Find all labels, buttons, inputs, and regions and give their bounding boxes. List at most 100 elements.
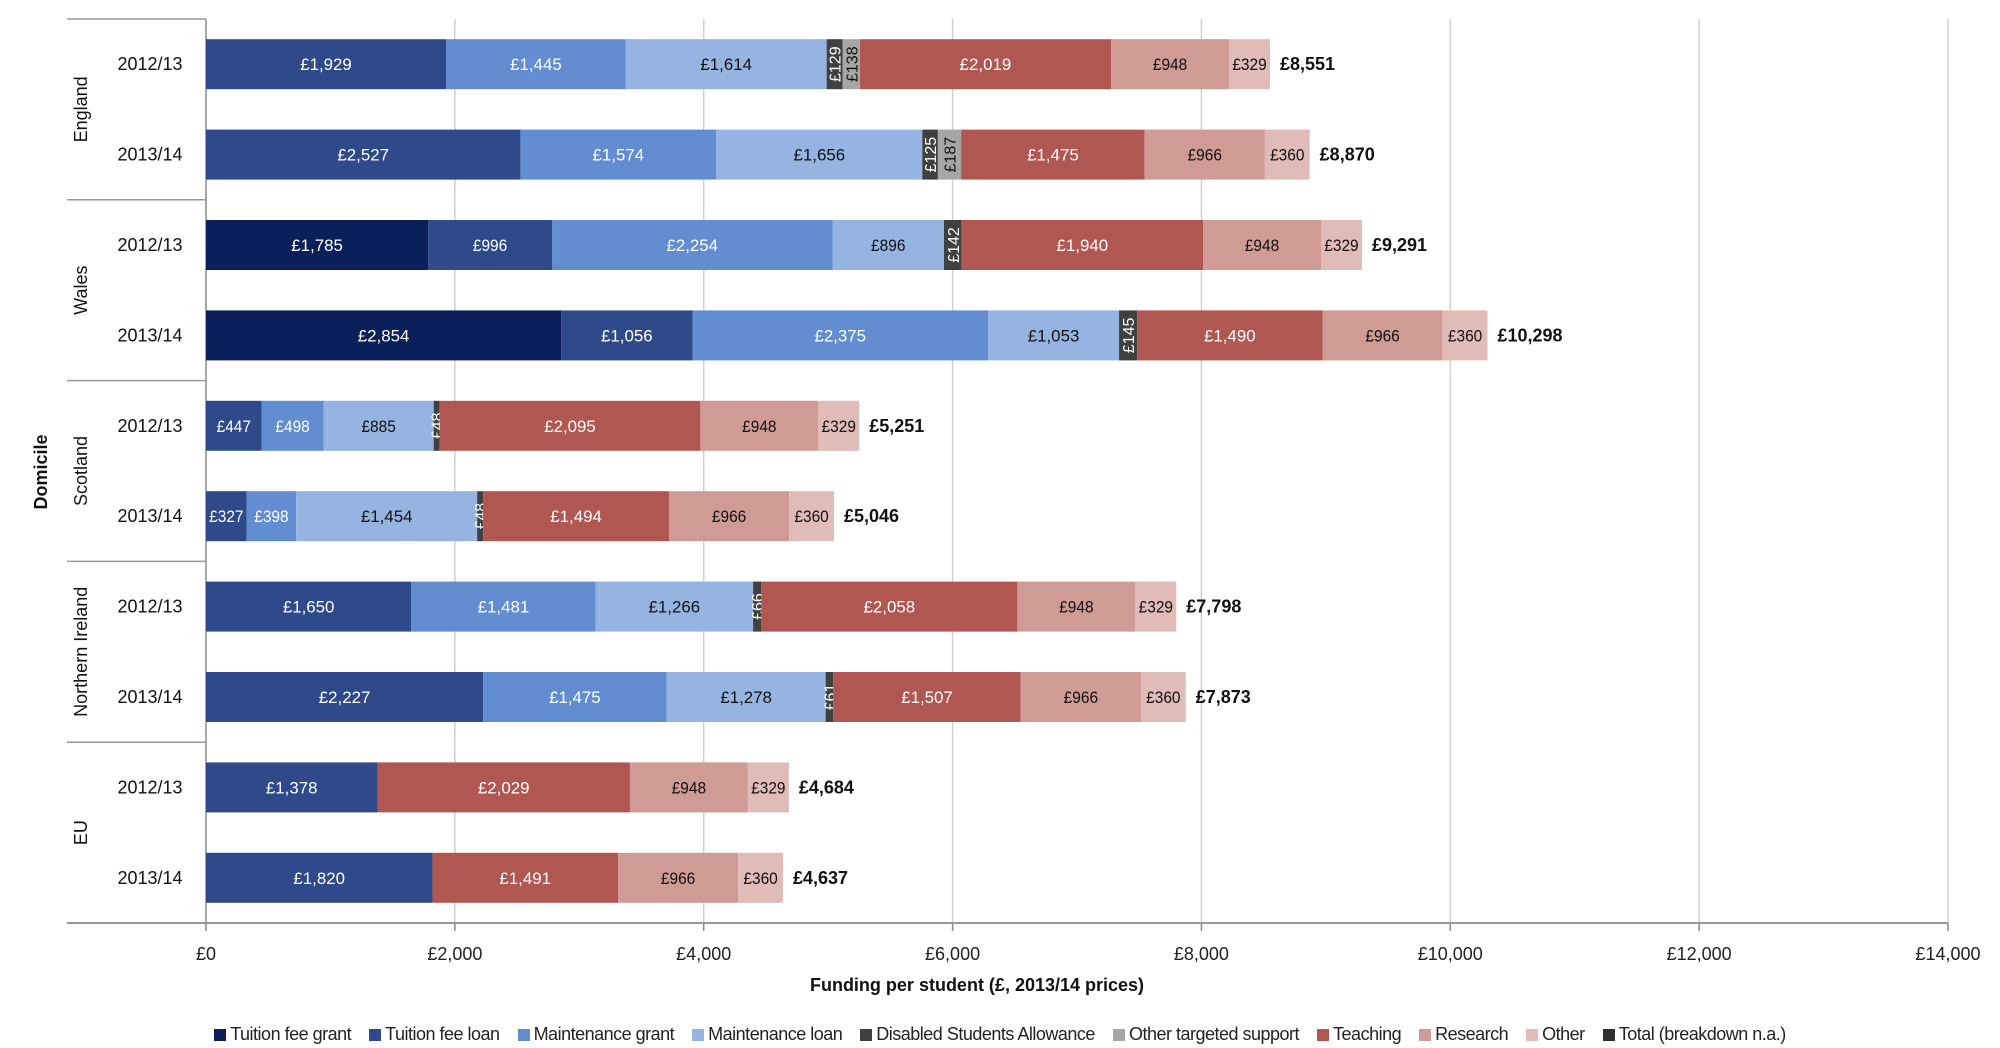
- data-label: £1,650: [283, 598, 335, 617]
- data-label: £447: [217, 417, 251, 436]
- legend-swatch: [692, 1028, 705, 1041]
- row-label: 2012/13: [117, 597, 182, 617]
- legend-label: Teaching: [1333, 1024, 1402, 1044]
- bar-segment: [433, 400, 440, 451]
- legend-swatch: [1112, 1028, 1125, 1041]
- data-label: £2,254: [666, 236, 718, 255]
- total-label: £9,291: [1372, 235, 1427, 255]
- data-label: £1,053: [1028, 326, 1080, 345]
- data-label: £1,574: [593, 146, 645, 165]
- data-label: £1,378: [266, 778, 318, 797]
- data-label: £329: [1139, 598, 1173, 617]
- bar-segment: [323, 400, 434, 451]
- x-tick-label: £12,000: [1667, 944, 1732, 964]
- data-label: £360: [743, 869, 777, 888]
- bar-segment: [206, 491, 247, 542]
- bar-segment: [206, 672, 484, 722]
- bar-segment: [1017, 581, 1136, 632]
- bar-segment: [753, 581, 762, 632]
- bar-segment: [432, 852, 618, 903]
- x-tick-label: £2,000: [427, 944, 482, 964]
- row-label: 2013/14: [117, 325, 182, 345]
- legend-label: Total (breakdown n.a.): [1618, 1024, 1787, 1044]
- legend-item: Research: [1419, 1024, 1509, 1045]
- bar-segment: [1322, 310, 1443, 361]
- data-label: £1,491: [499, 869, 551, 888]
- bar-segment: [1229, 39, 1270, 90]
- legend-item: Total (breakdown n.a.): [1602, 1024, 1787, 1045]
- group-label: EU: [71, 820, 91, 845]
- bar-segment: [439, 400, 701, 451]
- data-label: £138: [844, 46, 861, 82]
- row-label: 2012/13: [117, 416, 182, 436]
- bar-segment: [1203, 220, 1322, 270]
- legend-item: Disabled Students Allowance: [860, 1024, 1095, 1045]
- bar-segment: [842, 39, 860, 90]
- data-label: £948: [672, 778, 706, 797]
- data-label: £1,929: [300, 55, 352, 74]
- legend-label: Other: [1542, 1024, 1585, 1044]
- bar-segment: [206, 400, 262, 451]
- data-label: £129: [828, 46, 845, 82]
- data-label: £2,019: [960, 55, 1012, 74]
- data-label: £1,785: [291, 236, 343, 255]
- data-label: £360: [1270, 146, 1304, 165]
- data-label: £1,056: [601, 326, 653, 345]
- legend-swatch: [1526, 1028, 1539, 1041]
- data-label: £966: [1064, 688, 1098, 707]
- data-label: £966: [1188, 146, 1222, 165]
- data-label: £142: [946, 227, 963, 263]
- legend-item: Tuition fee grant: [214, 1024, 352, 1045]
- row-label: 2012/13: [117, 777, 182, 797]
- bar-segment: [826, 39, 843, 90]
- x-tick-label: £14,000: [1915, 944, 1980, 964]
- data-label: £2,029: [478, 778, 530, 797]
- data-label: £2,095: [544, 417, 596, 436]
- bar-segment: [922, 129, 938, 180]
- total-label: £8,551: [1280, 54, 1335, 74]
- bar-segment: [411, 581, 596, 632]
- bar-segment: [261, 400, 324, 451]
- bar-segment: [818, 400, 860, 451]
- row-label: 2013/14: [117, 687, 182, 707]
- bar-segment: [206, 39, 447, 90]
- legend-item: Other: [1526, 1024, 1585, 1045]
- row-label: 2013/14: [117, 868, 182, 888]
- data-label: £1,454: [361, 507, 413, 526]
- data-label: £948: [1059, 598, 1093, 617]
- data-label: £948: [742, 417, 776, 436]
- data-label: £1,475: [1027, 146, 1079, 165]
- data-label: £1,820: [293, 869, 345, 888]
- group-label: Northern Ireland: [71, 587, 91, 717]
- bar-segment: [1140, 672, 1186, 722]
- total-label: £4,684: [799, 777, 854, 797]
- bar-segment: [825, 672, 834, 722]
- bar-segment: [1135, 581, 1177, 632]
- total-label: £7,798: [1186, 597, 1241, 617]
- data-label: £187: [943, 137, 960, 173]
- total-label: £5,251: [869, 416, 924, 436]
- legend-label: Maintenance loan: [708, 1024, 843, 1044]
- data-label: £329: [1324, 236, 1358, 255]
- data-label: £948: [1153, 55, 1187, 74]
- bar-segment: [1020, 672, 1141, 722]
- legend-swatch: [517, 1028, 530, 1041]
- data-label: £329: [1232, 55, 1266, 74]
- row-label: 2013/14: [117, 506, 182, 526]
- x-tick-label: £0: [196, 944, 216, 964]
- total-label: £10,298: [1497, 325, 1562, 345]
- bar-segment: [552, 220, 833, 270]
- bar-segment: [700, 400, 819, 451]
- bar-segment: [943, 220, 962, 270]
- total-label: £7,873: [1196, 687, 1251, 707]
- group-label: Wales: [71, 266, 91, 315]
- legend-item: Maintenance grant: [517, 1024, 675, 1045]
- legend-swatch: [860, 1028, 873, 1041]
- x-tick-label: £8,000: [1174, 944, 1229, 964]
- legend-label: Other targeted support: [1128, 1024, 1300, 1044]
- x-tick-label: £10,000: [1418, 944, 1483, 964]
- data-label: £360: [794, 507, 828, 526]
- bar-segment: [483, 672, 667, 722]
- data-label: £1,445: [510, 55, 562, 74]
- group-label: Scotland: [71, 436, 91, 506]
